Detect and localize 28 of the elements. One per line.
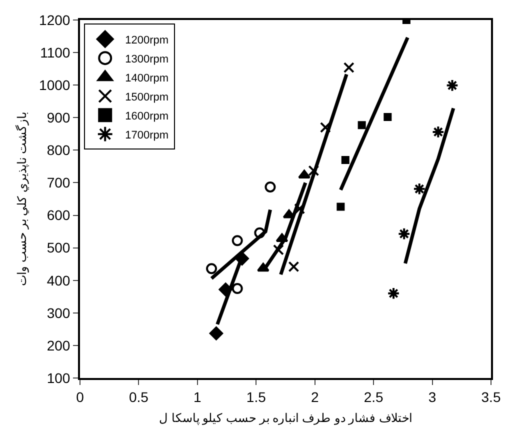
y-tick-label: 900 (46, 110, 70, 126)
x-tick-label: 1 (194, 388, 202, 405)
x-tick-label: 2 (310, 388, 319, 405)
y-tick-label: 400 (46, 272, 70, 288)
legend-label: 1600rpm (125, 110, 169, 122)
legend-label: 1500rpm (125, 91, 169, 104)
y-tick-label: 300 (46, 304, 70, 321)
legend-label: 1200rpm (125, 34, 169, 46)
legend-label: 1700rpm (125, 129, 169, 142)
y-tick-label: 800 (46, 142, 70, 158)
x-tick-label: 2.5 (364, 388, 384, 405)
y-tick-label: 1100 (40, 44, 70, 60)
y-axis-title: بازگشت ناپذيري كلي بر حسب وات (14, 112, 29, 286)
x-tick-label: 1.5 (246, 388, 266, 405)
y-tick-label: 600 (46, 207, 70, 224)
y-tick-label: 700 (46, 174, 70, 191)
y-tick-label: 1200 (39, 12, 70, 28)
x-tick-label: 3.5 (481, 388, 501, 405)
legend-label: 1300rpm (125, 53, 169, 66)
y-tick-label: 200 (46, 337, 70, 354)
x-tick-label: 0.5 (128, 388, 149, 405)
y-tick-label: 500 (46, 240, 70, 256)
y-tick-label: 100 (46, 370, 70, 386)
x-tick-label: 0 (76, 388, 84, 405)
legend-label: 1400rpm (125, 72, 169, 84)
x-tick-label: 3 (428, 388, 436, 405)
x-axis-title: اختلاف فشار دو طرف انباره بر حسب كيلو پاسكا ل (158, 411, 412, 426)
y-tick-label: 1000 (39, 76, 70, 93)
